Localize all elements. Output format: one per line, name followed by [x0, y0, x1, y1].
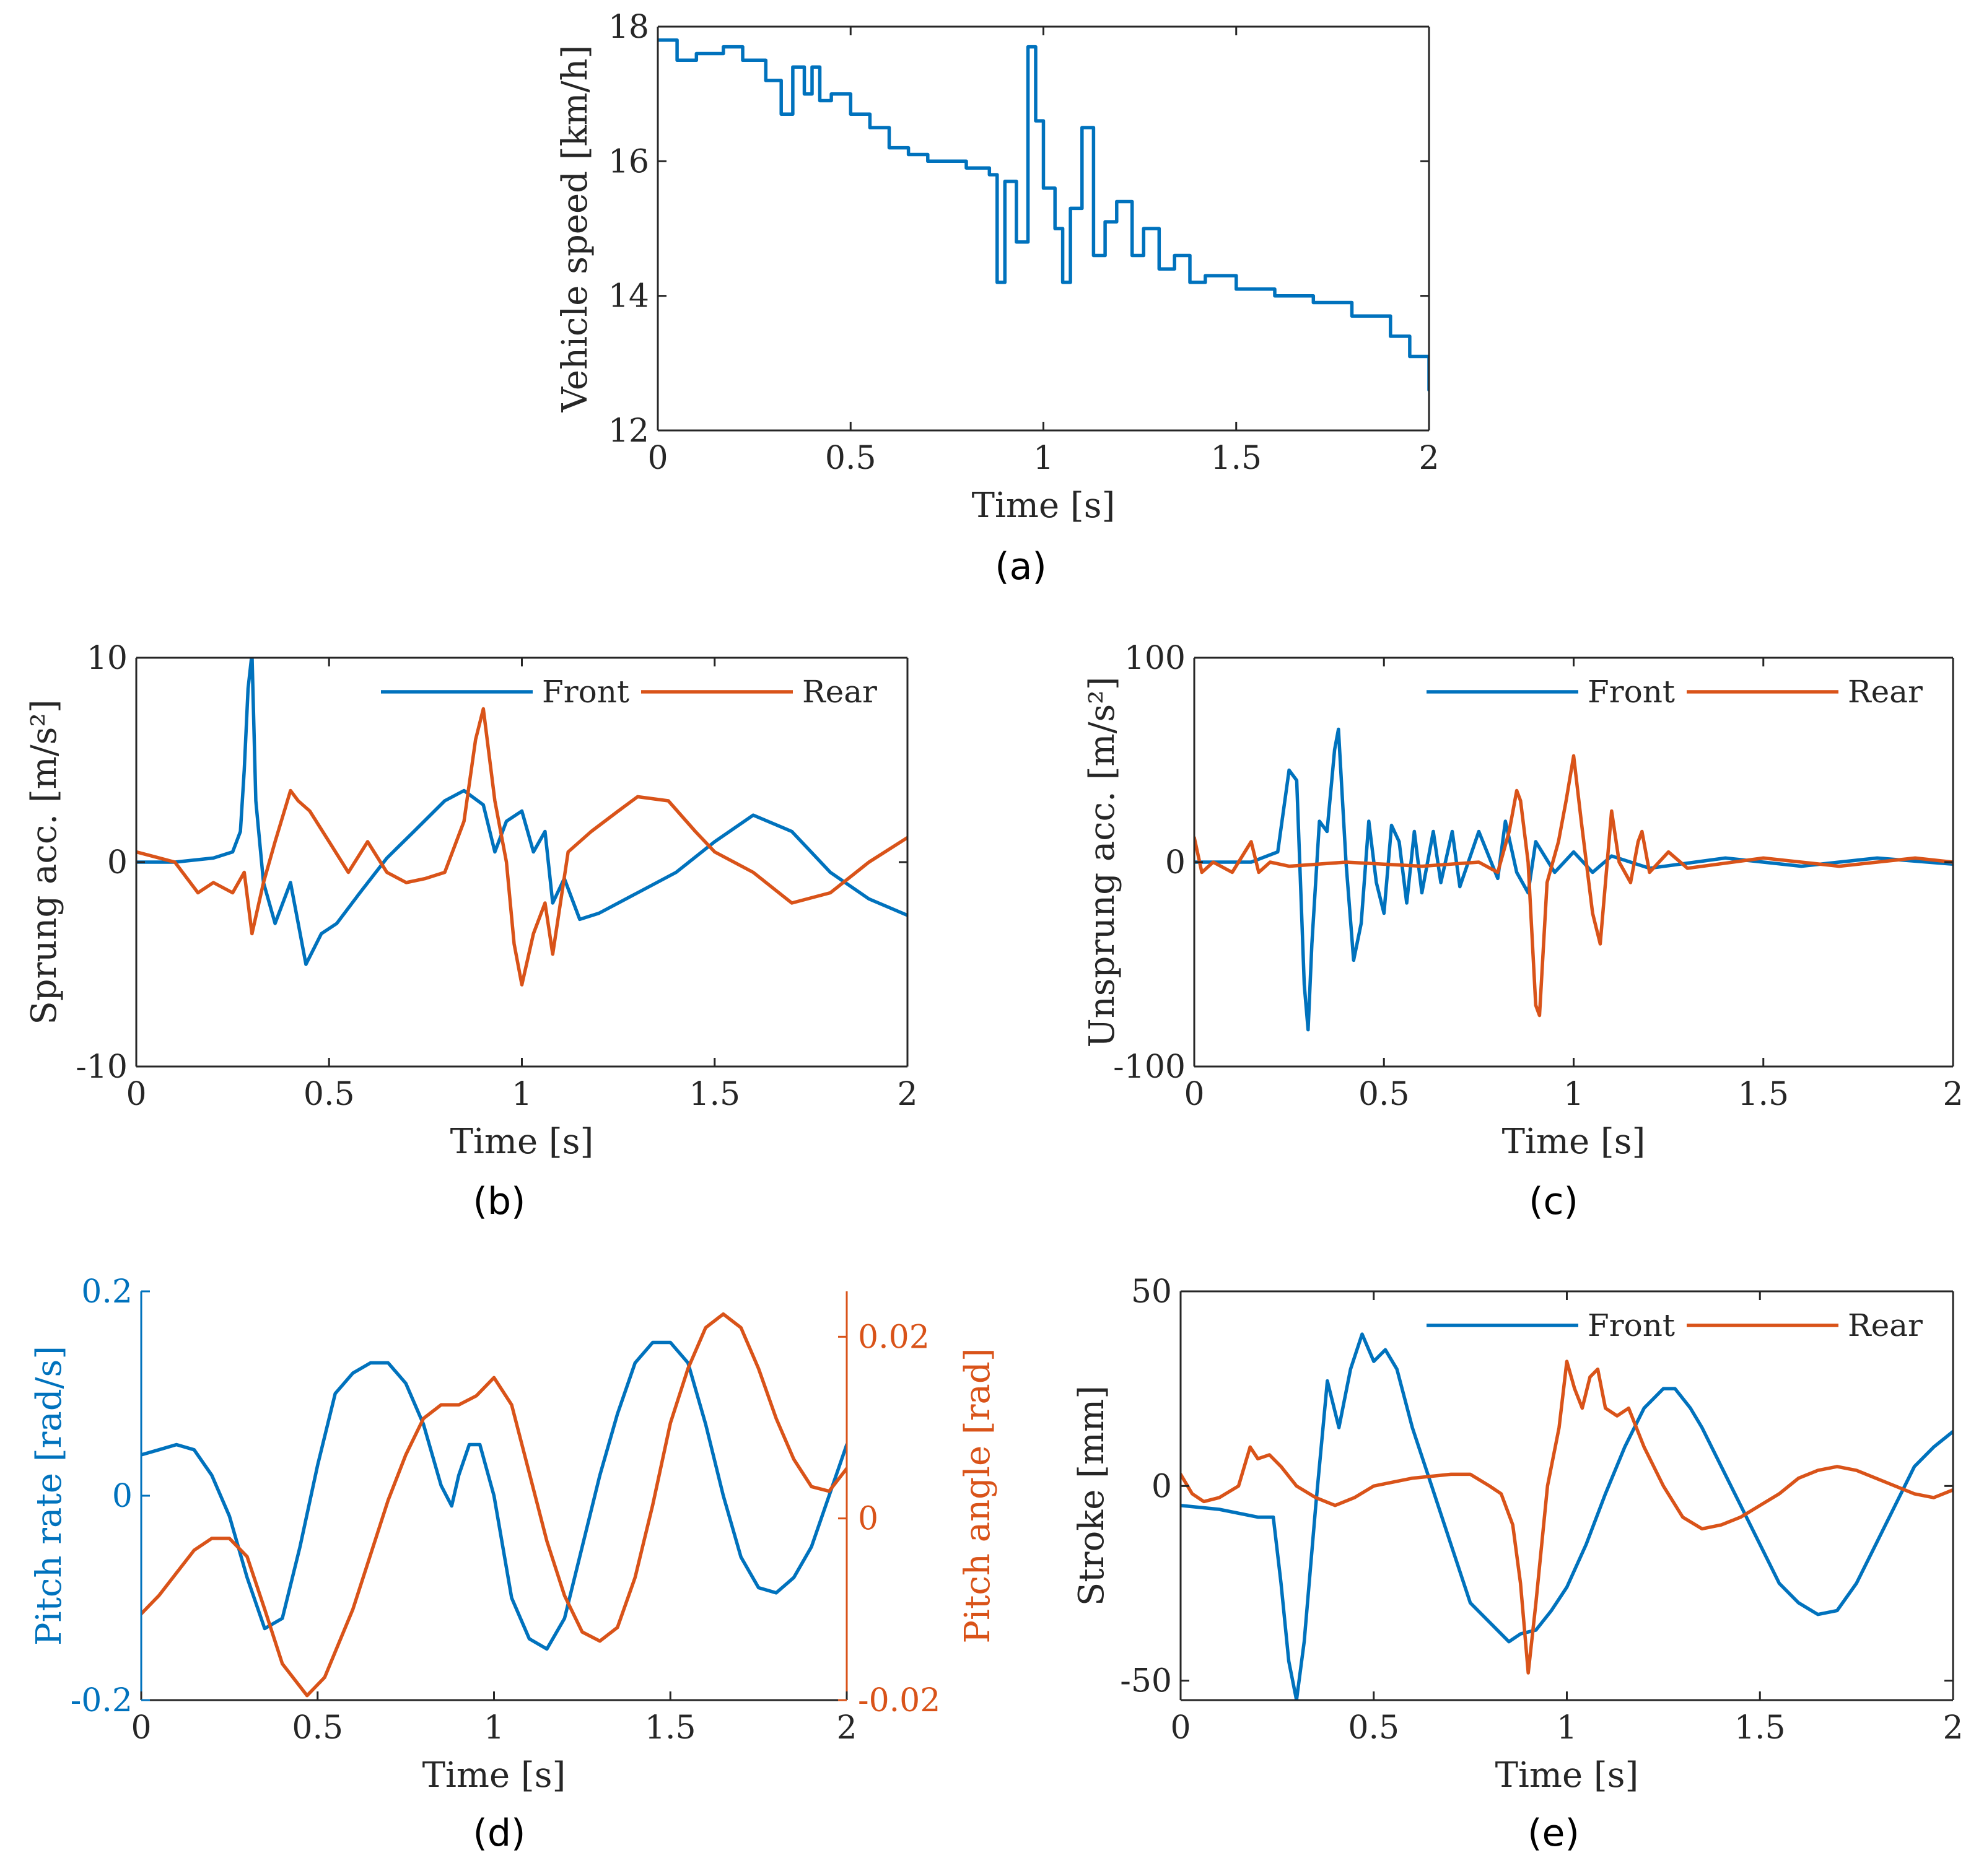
x-tick-label: 1.5 [645, 1709, 696, 1747]
series-group [141, 1312, 847, 1698]
x-tick-label: 0.5 [304, 1076, 355, 1113]
x-tick-label: 1 [1033, 440, 1054, 477]
legend-label-rear: Rear [1848, 1307, 1923, 1343]
x-tick-label: 1 [484, 1709, 504, 1747]
panel-label: (d) [473, 1812, 526, 1855]
y-tick-label: 10 [87, 640, 128, 677]
y-axis-title: Unsprung acc. [m/s²] [1082, 677, 1122, 1048]
series-group [1194, 727, 1953, 1032]
x-axis-title: Time [s] [450, 1122, 594, 1162]
y-tick-label: 16 [608, 143, 649, 180]
y-tick-label-right: -0.02 [858, 1682, 940, 1719]
x-axis-title: Time [s] [422, 1755, 566, 1795]
x-tick-label: 0 [131, 1709, 151, 1747]
series-line-front [1181, 1332, 1953, 1700]
y-tick-label: 12 [608, 412, 649, 450]
series-line-front [1194, 727, 1953, 1032]
series-line-pitch-rate [141, 1340, 847, 1651]
y-axis-title: Vehicle speed [km/h] [555, 45, 595, 413]
x-tick-label: 0.5 [825, 440, 876, 477]
x-tick-label: 0 [1170, 1709, 1191, 1747]
y-tick-label: 50 [1131, 1273, 1172, 1311]
y-tick-label: 100 [1124, 640, 1186, 677]
panel-a-speed-chart: 0 0.5 1 1.5 2 12 14 16 18 Time [s] Vehicle speed [… [555, 9, 1440, 588]
series-line-front [136, 658, 907, 966]
x-tick-label: 0 [126, 1076, 146, 1113]
x-tick-label: 2 [1418, 440, 1439, 477]
series-group [136, 658, 907, 987]
y-tick-label: 0.2 [81, 1273, 133, 1311]
x-tick-label: 0.5 [1358, 1076, 1410, 1113]
x-tick-label: 1.5 [1210, 440, 1262, 477]
y-axis-title: Sprung acc. [m/s²] [24, 699, 64, 1024]
x-tick-label: 0.5 [1348, 1709, 1399, 1747]
series-line-rear [1181, 1359, 1953, 1675]
series-line-vehicle-speed [658, 38, 1429, 392]
x-tick-label: 1.5 [1734, 1709, 1786, 1747]
x-tick-label: 2 [836, 1709, 857, 1747]
x-axis-title: Time [s] [1495, 1755, 1639, 1795]
y-tick-label: 14 [608, 278, 649, 315]
legend-label-front: Front [542, 674, 629, 710]
x-tick-label: 2 [1943, 1076, 1963, 1113]
legend: Front Rear [1427, 674, 1923, 710]
x-tick-label: 1.5 [1737, 1076, 1789, 1113]
y-tick-label: 0 [1165, 844, 1186, 881]
y-tick-label: 0 [1152, 1468, 1172, 1505]
x-tick-label: 2 [1943, 1709, 1963, 1747]
panel-label: (b) [473, 1180, 526, 1223]
x-tick-label: 1 [1563, 1076, 1584, 1113]
y-tick-label: -50 [1120, 1663, 1172, 1700]
y-axis-title-right: Pitch angle [rad] [958, 1348, 998, 1643]
x-tick-label: 1.5 [689, 1076, 740, 1113]
series-group [1181, 1332, 1953, 1700]
x-tick-label: 1 [512, 1076, 532, 1113]
x-tick-label: 0 [647, 440, 668, 477]
series-line-pitch-angle [141, 1312, 847, 1698]
series-line-rear [136, 707, 907, 987]
y-tick-label: -10 [76, 1049, 128, 1086]
legend-label-rear: Rear [802, 674, 877, 710]
y-tick-label: 0 [112, 1478, 133, 1515]
y-axis-title: Pitch rate [rad/s] [29, 1346, 69, 1646]
panel-label: (a) [995, 545, 1047, 588]
series-group [658, 38, 1429, 392]
x-axis-title: Time [s] [972, 486, 1116, 526]
x-axis-title: Time [s] [1502, 1122, 1646, 1162]
y-axis-title: Stroke [mm] [1072, 1385, 1112, 1606]
legend: Front Rear [381, 674, 877, 710]
legend-label-front: Front [1588, 674, 1675, 710]
series-line-rear [1194, 754, 1953, 1018]
x-tick-label: 0.5 [292, 1709, 343, 1747]
x-tick-label: 1 [1557, 1709, 1577, 1747]
panel-e-stroke-chart: 0 0.5 1 1.5 2 -50 0 50 Time [s] Stroke [mm] Front R… [1072, 1273, 1964, 1855]
y-tick-label: 18 [608, 9, 649, 46]
y-tick-label-right: 0.02 [858, 1319, 930, 1356]
panel-label: (e) [1527, 1812, 1580, 1855]
x-tick-label: 2 [897, 1076, 917, 1113]
panel-label: (c) [1529, 1180, 1578, 1223]
legend: Front Rear [1427, 1307, 1923, 1343]
legend-label-front: Front [1588, 1307, 1675, 1343]
legend-label-rear: Rear [1848, 674, 1923, 710]
y-tick-label: -100 [1113, 1049, 1186, 1086]
y-tick-label: -0.2 [71, 1682, 133, 1719]
y-tick-label-right: 0 [858, 1501, 878, 1538]
y-tick-label: 0 [107, 844, 128, 881]
x-tick-label: 0 [1184, 1076, 1204, 1113]
